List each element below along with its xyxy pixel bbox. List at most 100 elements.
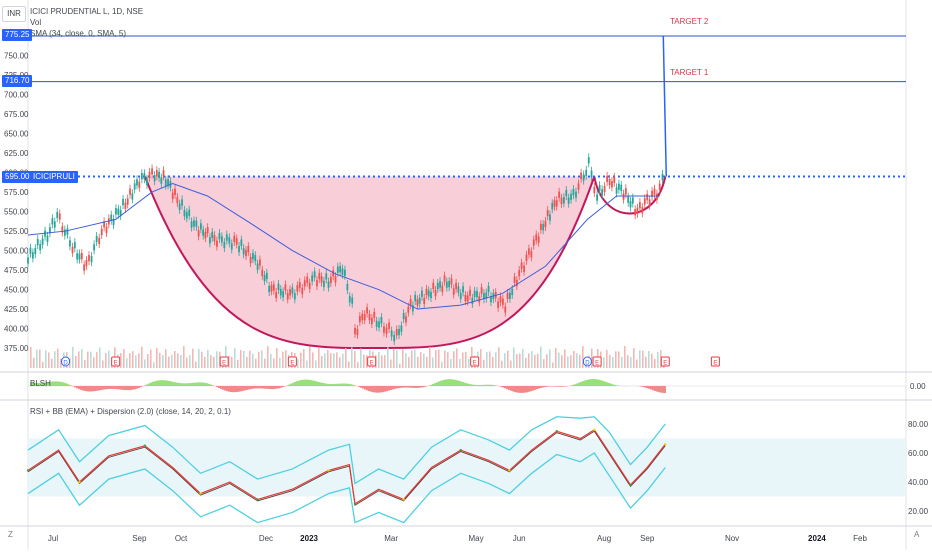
candle-body (634, 209, 636, 215)
blsh-bar (656, 386, 658, 392)
target1-annotation: TARGET 1 (670, 68, 708, 77)
candle-body (528, 248, 530, 254)
candle-body (179, 204, 181, 210)
candle-body (460, 293, 462, 299)
blsh-bar (616, 385, 618, 386)
candle-body (371, 318, 373, 324)
volume-bar (96, 352, 98, 368)
blsh-bar (162, 380, 164, 386)
volume-bar (237, 360, 239, 368)
price-tick-label: 450.00 (4, 286, 29, 295)
volume-bar (129, 353, 131, 368)
blsh-bar (260, 386, 262, 388)
blsh-bar (312, 380, 314, 386)
volume-bar (126, 358, 128, 368)
volume-bar (531, 351, 533, 368)
candle-body (207, 227, 209, 233)
candle-body (391, 330, 393, 336)
blsh-bar (556, 386, 558, 387)
blsh-bar (306, 380, 308, 386)
candle-body (632, 197, 634, 203)
candle-body (193, 220, 195, 226)
candle-body (545, 221, 547, 227)
blsh-bar (148, 383, 150, 386)
blsh-bar (314, 381, 316, 386)
blsh-bar (376, 386, 378, 393)
candle-body (198, 230, 200, 236)
candle-body (275, 292, 277, 298)
price-tick-label: 650.00 (4, 130, 29, 139)
volume-bar (402, 349, 404, 368)
blsh-bar (236, 386, 238, 392)
candle-body (291, 287, 293, 293)
blsh-bar (238, 386, 240, 392)
candle-body (381, 317, 383, 323)
candle-body (39, 244, 41, 250)
candle-body (167, 179, 169, 185)
blsh-bar (422, 386, 424, 387)
candle-body (219, 233, 221, 239)
volume-bar (45, 350, 47, 368)
blsh-bar (538, 386, 540, 389)
candle-body (146, 179, 148, 185)
blsh-bar (586, 380, 588, 386)
candle-body (444, 275, 446, 281)
price-tick-label: 675.00 (4, 110, 29, 119)
time-tick-label: Nov (725, 534, 739, 543)
candle-body (504, 306, 506, 312)
blsh-bar (560, 386, 562, 387)
volume-bar (261, 350, 263, 368)
candle-body (141, 173, 143, 179)
candle-body (618, 184, 620, 190)
candle-body (42, 239, 44, 245)
blsh-bar (224, 386, 226, 391)
volume-bar (90, 352, 92, 368)
blsh-bar (218, 386, 220, 388)
blsh-bar (194, 383, 196, 386)
candle-body (209, 237, 211, 243)
blsh-bar (604, 382, 606, 386)
volume-bar (123, 349, 125, 368)
candle-body (311, 275, 313, 281)
blsh-bar (388, 386, 390, 391)
blsh-bar (82, 386, 84, 390)
blsh-bar (576, 383, 578, 386)
blsh-bar (454, 380, 456, 386)
volume-bar (429, 347, 431, 368)
volume-bar (132, 351, 134, 368)
blsh-bar (644, 386, 646, 387)
volume-bar (147, 354, 149, 368)
candle-body (441, 286, 443, 292)
candle-body (240, 240, 242, 246)
candle-body (403, 313, 405, 319)
candle-body (637, 208, 639, 214)
blsh-bar (152, 382, 154, 386)
candle-body (563, 197, 565, 203)
time-tick-label: 2024 (808, 534, 826, 543)
blsh-bar (424, 386, 426, 387)
price-tick-label: 500.00 (4, 247, 29, 256)
currency-button[interactable]: INR (2, 6, 26, 22)
zoom-reset-button[interactable]: Z (8, 530, 13, 539)
blsh-bar (76, 386, 78, 388)
blsh-bar (220, 386, 222, 389)
candle-body (325, 273, 327, 279)
blsh-bar (358, 386, 360, 387)
blsh-bar (386, 386, 388, 391)
blsh-bar (122, 386, 124, 390)
volume-bar (591, 349, 593, 368)
time-tick-label: Sep (640, 534, 655, 543)
candle-body (601, 189, 603, 195)
volume-bar (612, 357, 614, 368)
volume-bar (549, 349, 551, 368)
blsh-bar (54, 381, 56, 386)
blsh-bar (430, 385, 432, 386)
auto-scale-button[interactable]: A (914, 530, 919, 539)
candle-body (88, 255, 90, 261)
rsi-tick-label: 20.00 (908, 507, 929, 516)
volume-bar (312, 352, 314, 368)
volume-bar (567, 356, 569, 368)
blsh-bar (140, 386, 142, 387)
blsh-bar (528, 386, 530, 392)
candle-body (236, 238, 238, 244)
